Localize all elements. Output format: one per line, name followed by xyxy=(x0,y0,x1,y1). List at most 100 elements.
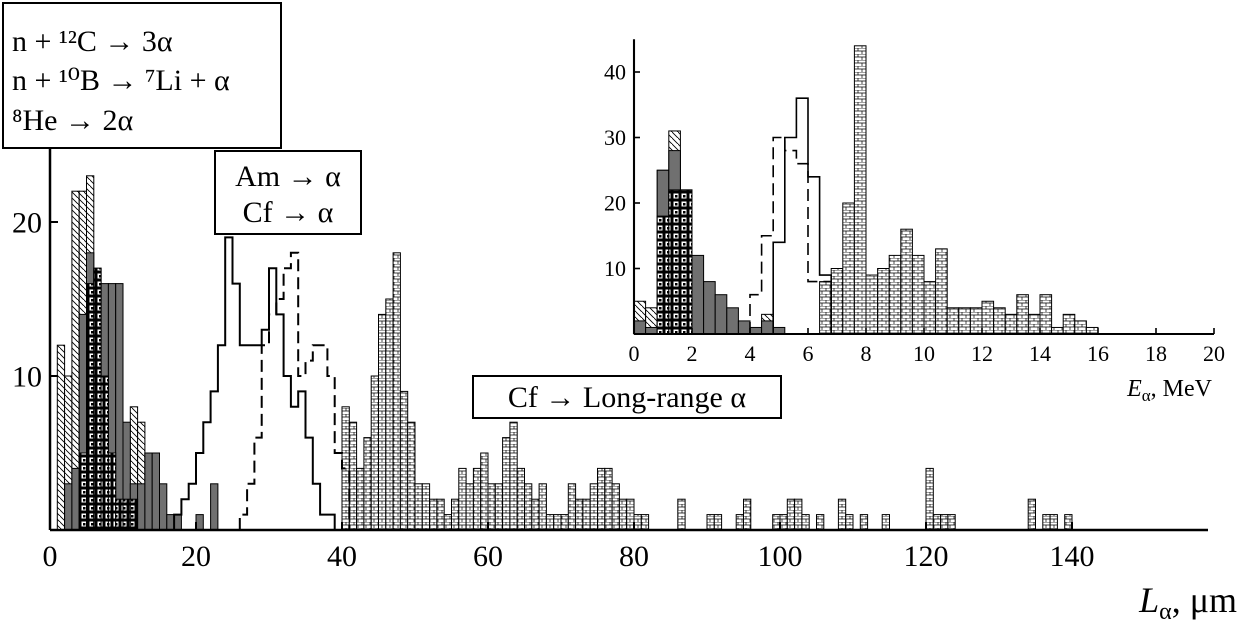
main-bar-c12_squares xyxy=(129,498,139,531)
main-outline-series xyxy=(173,236,351,530)
inset-bars xyxy=(633,45,1099,335)
main-bar-c12_squares xyxy=(78,452,87,531)
inset-histogram: 0 2 4 6 8 10 12 14 16 18 20 10 20 30 40 Eα, MeV xyxy=(604,39,1225,405)
main-bar-cf_long_bricks xyxy=(553,514,562,531)
main-bar-cf_long_bricks xyxy=(859,514,869,531)
inset-bar-cf_long_bricks xyxy=(923,281,937,335)
main-axes xyxy=(48,145,1208,532)
inset-bar-cf_long_bricks xyxy=(911,254,925,335)
inset-x-tick-label: 20 xyxy=(1203,341,1225,366)
inset-bar-cf_long_bricks xyxy=(1004,313,1018,335)
inset-bar-cf_long_bricks xyxy=(981,300,995,335)
inset-bar-c12_squares xyxy=(656,215,670,335)
main-bar-cf_long_bricks xyxy=(925,467,934,531)
inset-tick-labels: 0 2 4 6 8 10 12 14 16 18 20 10 20 30 40 xyxy=(604,60,1225,366)
main-bar-cf_long_bricks xyxy=(582,498,591,531)
inset-bar-b10_dark xyxy=(703,281,716,335)
main-bar-cf_long_bricks xyxy=(407,421,416,531)
main-bar-cf_long_bricks xyxy=(786,498,796,531)
main-bar-cf_long_bricks xyxy=(494,483,504,531)
main-bar-cf_long_bricks xyxy=(487,483,496,531)
main-bar-cf_long_bricks xyxy=(370,375,380,531)
main-bar-cf_long_bricks xyxy=(356,467,365,531)
legend-line-b10: n + ¹⁰B → ⁷Li + α xyxy=(12,64,230,97)
main-bar-cf_long_bricks xyxy=(385,298,394,531)
main-bar-cf_long_bricks xyxy=(626,498,635,531)
main-bar-cf_long_bricks xyxy=(378,313,387,531)
main-bar-cf_long_bricks xyxy=(458,467,467,531)
legend-line-he8: ⁸He → 2α xyxy=(12,104,133,137)
main-bar-cf_long_bricks xyxy=(706,514,715,531)
main-bar-c12_squares xyxy=(122,498,131,531)
inset-y-tick-label: 10 xyxy=(604,256,626,281)
main-bar-cf_long_bricks xyxy=(932,514,942,531)
inset-bar-cf_long_bricks xyxy=(819,281,832,335)
main-bar-b10_dark xyxy=(137,483,146,531)
inset-bar-cf_long_bricks xyxy=(900,228,913,335)
main-bar-b10_dark xyxy=(173,514,182,531)
legend-line-am: Am → α xyxy=(235,160,341,193)
main-bar-c12_squares xyxy=(100,375,109,531)
main-bar-c12_squares xyxy=(93,267,102,531)
main-bar-cf_long_bricks xyxy=(611,483,620,531)
inset-bar-cf_long_bricks xyxy=(935,248,948,335)
main-bar-he8_hatch xyxy=(56,344,66,531)
inset-bar-c12_squares xyxy=(668,189,681,335)
main-bar-cf_long_bricks xyxy=(575,498,584,531)
main-bar-cf_long_bricks xyxy=(816,514,825,531)
main-bar-cf_long_bricks xyxy=(1064,514,1073,531)
inset-x-tick-label: 2 xyxy=(687,341,698,366)
inset-bar-cf_long_bricks xyxy=(1062,313,1076,335)
main-x-tick-label: 60 xyxy=(473,540,503,573)
main-bar-cf_long_bricks xyxy=(801,514,810,531)
inset-bar-cf_long_bricks xyxy=(877,268,890,335)
inset-bar-cf_long_bricks xyxy=(958,307,971,335)
main-bar-cf_long_bricks xyxy=(794,498,803,531)
inset-x-tick-label: 8 xyxy=(861,341,872,366)
main-x-tick-label: 40 xyxy=(327,540,357,573)
main-bar-cf_long_bricks xyxy=(1042,514,1051,531)
inset-x-tick-label: 6 xyxy=(803,341,814,366)
main-x-tick-label: 20 xyxy=(181,540,211,573)
inset-bar-cf_long_bricks xyxy=(1027,313,1041,335)
main-bar-cf_long_bricks xyxy=(414,483,423,531)
main-bar-cf_long_bricks xyxy=(677,498,686,531)
inset-bar-b10_dark xyxy=(633,320,647,335)
inset-bar-cf_long_bricks xyxy=(993,307,1006,335)
main-bar-cf_long_bricks xyxy=(421,483,431,531)
inset-x-tick-label: 16 xyxy=(1087,341,1109,366)
main-bar-cf_long_bricks xyxy=(524,483,533,531)
inset-bar-b10_dark xyxy=(737,320,751,335)
main-bar-cf_long_bricks xyxy=(640,514,650,531)
main-bar-cf_long_bricks xyxy=(567,483,577,531)
main-x-tick-label: 80 xyxy=(619,540,649,573)
legend-line-c12: n + ¹²C → 3α xyxy=(12,25,173,58)
inset-bar-cf_long_bricks xyxy=(1074,320,1087,335)
inset-y-tick-label: 30 xyxy=(604,125,626,150)
main-bar-cf_long_bricks xyxy=(399,390,409,531)
main-series-am_dashed xyxy=(238,251,351,530)
inset-bar-cf_long_bricks xyxy=(865,274,879,335)
inset-x-tick-label: 0 xyxy=(629,341,640,366)
inset-bar-cf_long_bricks xyxy=(946,307,960,335)
main-bar-cf_long_bricks xyxy=(881,514,891,531)
main-bars xyxy=(56,175,1073,531)
main-bar-c12_squares xyxy=(107,452,117,531)
main-bar-cf_long_bricks xyxy=(735,514,745,531)
inset-x-tick-label: 4 xyxy=(745,341,756,366)
main-bar-cf_long_bricks xyxy=(465,483,474,531)
main-bar-cf_long_bricks xyxy=(363,437,372,531)
inset-bar-cf_long_bricks xyxy=(1016,294,1029,335)
inset-bar-b10_dark xyxy=(691,254,705,335)
main-y-tick-label: 20 xyxy=(12,207,42,240)
main-bar-cf_long_bricks xyxy=(633,514,642,531)
main-bar-cf_long_bricks xyxy=(531,498,540,531)
main-bar-b10_dark xyxy=(144,452,153,531)
main-bar-b10_dark xyxy=(159,483,168,531)
main-bar-cf_long_bricks xyxy=(516,467,526,531)
main-bar-b10_dark xyxy=(210,483,219,531)
main-bar-b10_dark xyxy=(195,514,204,531)
